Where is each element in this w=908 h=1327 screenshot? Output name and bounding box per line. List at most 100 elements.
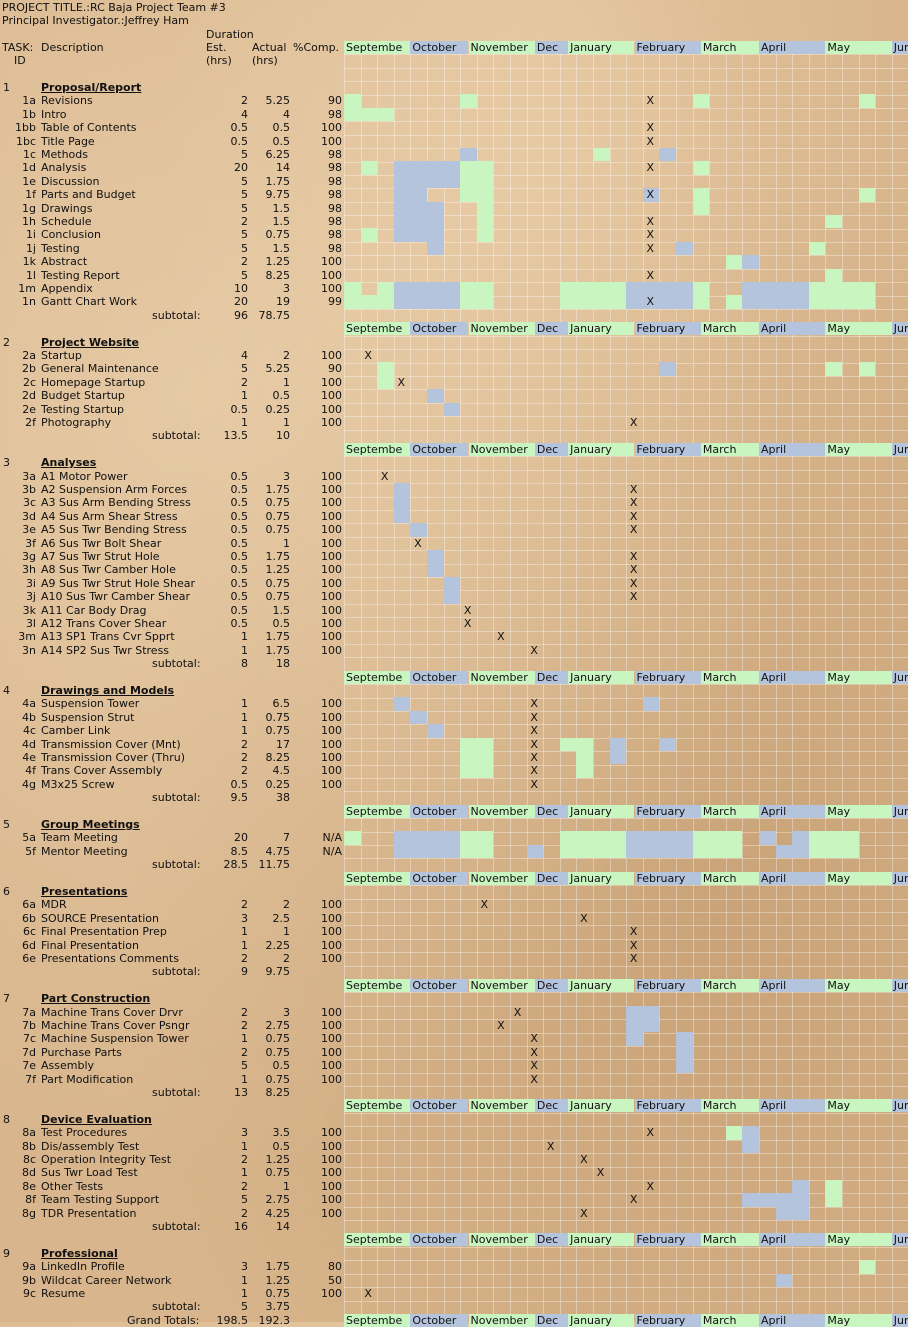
grid-row-line: [344, 563, 908, 565]
milestone-x-mark: X: [646, 1179, 655, 1193]
task-description: Revisions: [41, 94, 93, 108]
grid-row-line: [344, 630, 908, 632]
gantt-bar: [692, 161, 710, 175]
task-id: 1e: [22, 174, 36, 188]
grid-row-line: [344, 617, 908, 619]
gantt-bar: [427, 724, 444, 738]
gantt-bar: [659, 295, 693, 309]
milestone-x-mark: X: [646, 188, 655, 202]
month-header-2: November: [468, 1099, 535, 1113]
grid-row-line: [344, 1260, 908, 1262]
grid-row-line: [344, 1113, 908, 1114]
month-header-3: Dec: [534, 1099, 569, 1113]
task-actual-hours: 1: [283, 416, 290, 429]
task-percent-complete: 100: [321, 1206, 342, 1220]
milestone-x-mark: X: [530, 710, 538, 724]
task-actual-hours: 0.75: [265, 523, 291, 537]
gantt-bar: [460, 188, 494, 202]
section-number: 6: [3, 885, 10, 898]
grand-totals-label: Grand Totals:: [127, 1313, 200, 1327]
task-description: M3x25 Screw: [41, 777, 115, 791]
task-est-hours: 0.5: [230, 617, 249, 630]
subtotal-est: 96: [234, 308, 248, 322]
task-actual-hours: 2.25: [265, 938, 291, 952]
grid-row-line: [344, 697, 908, 699]
task-percent-complete: 98: [328, 148, 342, 161]
task-id: 7f: [25, 1072, 36, 1086]
subtotal-actual: 10: [276, 429, 290, 443]
grid-row-line: [344, 1206, 908, 1208]
gantt-bar: [742, 1193, 809, 1207]
milestone-x-mark: X: [530, 1032, 538, 1046]
task-description: Intro: [41, 107, 67, 121]
grid-row-line: [344, 724, 908, 726]
task-id: 7c: [22, 1032, 36, 1046]
gantt-bar: [676, 1032, 693, 1046]
month-header-2: November: [468, 804, 535, 818]
task-actual-hours: 0.5: [272, 617, 291, 630]
section-number: 5: [3, 818, 10, 831]
task-description: A12 Trans Cover Shear: [41, 617, 167, 630]
gantt-bar: [460, 295, 494, 309]
task-id: 7a: [22, 1005, 36, 1019]
grid-row-line: [344, 550, 908, 552]
task-actual-hours: 1: [283, 375, 290, 389]
task-percent-complete: 98: [328, 161, 342, 175]
subtotal-actual: 8.25: [265, 1086, 291, 1099]
task-id: 6b: [22, 911, 36, 925]
task-id: 9c: [22, 1287, 36, 1300]
month-header-8: May: [825, 1313, 892, 1327]
month-header-3: Dec: [534, 41, 569, 54]
grid-row-line: [344, 1059, 908, 1061]
task-est-hours: 5: [241, 188, 248, 202]
milestone-x-mark: X: [480, 898, 489, 912]
task-percent-complete: 100: [321, 603, 342, 617]
task-actual-hours: 0.5: [272, 121, 291, 135]
task-percent-complete: 100: [321, 630, 342, 644]
task-actual-hours: 3.5: [272, 1126, 291, 1140]
grid-row-line: [344, 255, 908, 257]
grid-row-line: [344, 510, 908, 511]
grid-row-line: [344, 429, 908, 431]
task-percent-complete: 100: [321, 1005, 342, 1019]
grid-row-line: [344, 1273, 908, 1275]
gantt-bar: [460, 737, 494, 751]
task-percent-complete: 100: [321, 643, 342, 657]
gantt-bar: [626, 282, 693, 296]
task-actual-hours: 0.5: [272, 1059, 291, 1073]
actual-header: Actual: [252, 41, 287, 54]
milestone-x-mark: X: [530, 777, 538, 791]
milestone-x-mark: X: [497, 630, 505, 644]
grid-row-line: [344, 1072, 908, 1074]
task-percent-complete: 100: [321, 1139, 342, 1153]
task-actual-hours: 2.75: [265, 1193, 291, 1207]
task-actual-hours: 0.75: [265, 228, 291, 242]
task-actual-hours: 1: [283, 925, 290, 939]
month-header-2: November: [468, 1233, 535, 1247]
task-est-hours: 1: [241, 1072, 248, 1086]
duration-header: Duration: [206, 28, 254, 41]
task-est-hours: 0.5: [230, 536, 249, 550]
task-id: 1g: [22, 201, 36, 215]
month-header-7: April: [759, 804, 826, 818]
grid-row-line: [344, 992, 908, 994]
grid-row-line: [344, 148, 908, 150]
milestone-x-mark: X: [629, 483, 638, 496]
gantt-bar: [576, 751, 593, 765]
task-id: 8e: [22, 1179, 36, 1193]
month-header-7: April: [759, 442, 826, 456]
task-est-hours: 5: [241, 241, 248, 255]
grid-row-line: [344, 1086, 908, 1088]
task-percent-complete: 100: [321, 1059, 342, 1073]
task-percent-complete: 100: [321, 483, 342, 496]
gantt-bar: [692, 844, 743, 859]
task-est-hours: 1: [241, 1139, 248, 1153]
subtotal-actual: 14: [276, 1220, 290, 1233]
milestone-x-mark: X: [580, 1206, 588, 1220]
task-est-hours: 0.5: [230, 590, 249, 604]
task-est-hours: 2: [241, 1206, 248, 1220]
gantt-bar: [393, 174, 461, 189]
task-id: 1bb: [15, 121, 36, 135]
task-est-hours: 20: [234, 161, 248, 175]
task-description: Schedule: [41, 215, 92, 228]
